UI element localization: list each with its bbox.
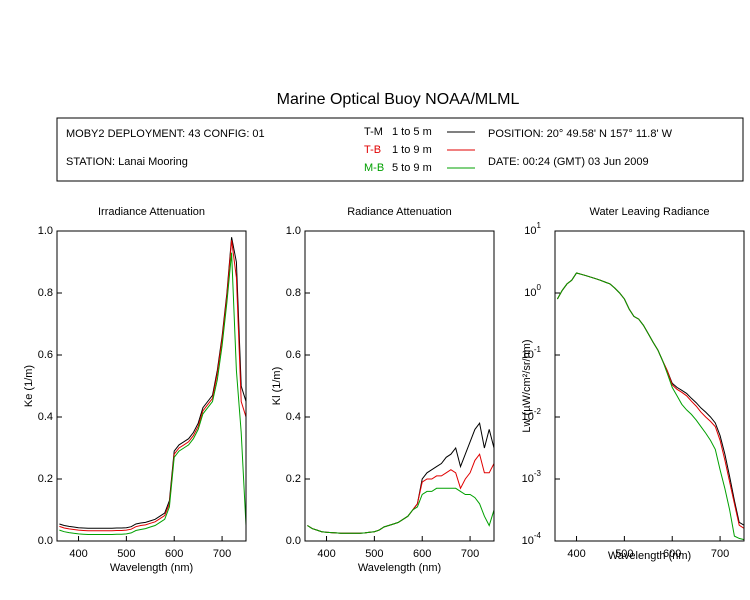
- y-tick-label: 0.2: [286, 473, 301, 485]
- series-line: [556, 272, 744, 541]
- x-tick-label: 500: [615, 548, 633, 560]
- y-tick-exponent: -2: [534, 407, 542, 416]
- y-tick-exponent: 0: [537, 283, 542, 292]
- position: POSITION: 20° 49.58' N 157° 11.8' W: [488, 128, 673, 140]
- y-tick-exponent: 1: [537, 221, 542, 230]
- plot-frame: [554, 230, 745, 542]
- x-axis-label: Wavelength (nm): [608, 550, 691, 562]
- y-tick-label: 1.0: [286, 225, 301, 237]
- panel-title: Radiance Attenuation: [347, 206, 452, 218]
- series-line: [556, 272, 744, 529]
- series-line: [59, 240, 246, 532]
- x-tick-label: 700: [461, 548, 479, 560]
- x-tick-label: 400: [567, 548, 585, 560]
- date: DATE: 00:24 (GMT) 03 Jun 2009: [488, 156, 649, 168]
- station: STATION: Lanai Mooring: [66, 156, 188, 168]
- y-axis-label: Kl (1/m): [271, 367, 283, 406]
- y-axis-label: Lw (µW/cm²/sr/nm): [521, 339, 533, 432]
- x-tick-label: 400: [69, 548, 87, 560]
- y-tick-label: 0.8: [38, 287, 53, 299]
- series-line: [307, 487, 494, 534]
- x-tick-label: 500: [117, 548, 135, 560]
- page-title: Marine Optical Buoy NOAA/MLML: [277, 91, 520, 108]
- panel-title: Water Leaving Radiance: [589, 206, 709, 218]
- y-tick-exponent: -1: [534, 345, 542, 354]
- y-tick-label: 0.4: [286, 411, 301, 423]
- panel-title: Irradiance Attenuation: [98, 206, 205, 218]
- plot-frame: [56, 230, 247, 542]
- y-tick-label: 101: [524, 221, 541, 237]
- y-tick-exponent: -4: [534, 531, 542, 540]
- x-tick-label: 700: [213, 548, 231, 560]
- x-axis-label: Wavelength (nm): [358, 562, 441, 574]
- x-tick-label: 700: [711, 548, 729, 560]
- legend-name: M-B: [364, 162, 384, 174]
- y-tick-label: 10-3: [522, 469, 542, 485]
- legend-name: T-M: [364, 126, 383, 138]
- series-line: [59, 237, 246, 529]
- y-tick-label: 0.0: [286, 535, 301, 547]
- info-box: [56, 117, 744, 182]
- y-tick-label: 0.2: [38, 473, 53, 485]
- legend-name: T-B: [364, 144, 381, 156]
- deployment: MOBY2 DEPLOYMENT: 43 CONFIG: 01: [66, 128, 265, 140]
- legend-depth: 1 to 5 m: [392, 126, 432, 138]
- y-tick-label: 0.0: [38, 535, 53, 547]
- series-line: [59, 252, 246, 535]
- x-tick-label: 400: [317, 548, 335, 560]
- y-tick-exponent: -3: [534, 469, 542, 478]
- y-axis-label: Ke (1/m): [23, 365, 35, 407]
- y-tick-label: 0.6: [38, 349, 53, 361]
- y-tick-label: 100: [524, 283, 541, 299]
- x-tick-label: 500: [365, 548, 383, 560]
- x-tick-label: 600: [663, 548, 681, 560]
- plot-frame: [304, 230, 495, 542]
- legend-depth: 1 to 9 m: [392, 144, 432, 156]
- y-tick-label: 1.0: [38, 225, 53, 237]
- x-tick-label: 600: [413, 548, 431, 560]
- x-axis-label: Wavelength (nm): [110, 562, 193, 574]
- legend-depth: 5 to 9 m: [392, 162, 432, 174]
- y-tick-label: 0.6: [286, 349, 301, 361]
- y-tick-label: 10-4: [522, 531, 542, 547]
- y-tick-label: 0.8: [286, 287, 301, 299]
- series-line: [556, 272, 744, 526]
- y-tick-label: 0.4: [38, 411, 53, 423]
- x-tick-label: 600: [165, 548, 183, 560]
